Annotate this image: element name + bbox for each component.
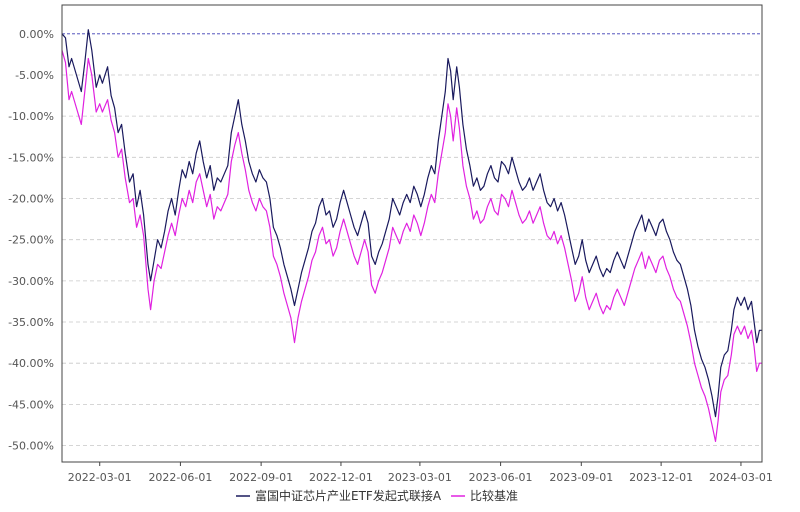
legend: 富国中证芯片产业ETF发起式联接A 比较基准	[236, 488, 518, 503]
y-tick-label: -10.00%	[8, 110, 54, 123]
x-axis-tick-labels: 2022-03-01 2022-06-01 2022-09-01 2022-12-01…	[68, 462, 773, 484]
y-tick-label: -50.00%	[8, 440, 54, 453]
grid-lines	[62, 74, 762, 446]
x-tick-label: 2023-09-01	[549, 471, 613, 484]
legend-label: 富国中证芯片产业ETF发起式联接A	[255, 488, 442, 503]
x-tick-label: 2023-06-01	[469, 471, 533, 484]
y-tick-label: -20.00%	[8, 193, 54, 206]
y-tick-label: -45.00%	[8, 398, 54, 411]
x-tick-label: 2024-03-01	[709, 471, 773, 484]
plot-area-border	[61, 4, 763, 463]
x-tick-label: 2023-03-01	[388, 471, 452, 484]
y-tick-label: -15.00%	[8, 151, 54, 164]
x-tick-label: 2022-12-01	[309, 471, 373, 484]
y-tick-label: -30.00%	[8, 275, 54, 288]
x-tick-label: 2023-12-01	[629, 471, 693, 484]
y-tick-label: -5.00%	[15, 69, 54, 82]
benchmark-series-line	[61, 50, 762, 442]
y-tick-label: 0.00%	[19, 28, 54, 41]
y-tick-label: -40.00%	[8, 357, 54, 370]
y-axis-tick-labels: 0.00% -5.00% -10.00% -15.00% -20.00% -25.00% -…	[8, 28, 54, 453]
y-tick-label: -25.00%	[8, 234, 54, 247]
legend-label: 比较基准	[470, 488, 518, 503]
fund-series-line	[61, 29, 762, 418]
x-tick-label: 2022-03-01	[68, 471, 132, 484]
y-tick-label: -35.00%	[8, 316, 54, 329]
series-lines	[61, 29, 762, 442]
x-tick-label: 2022-09-01	[229, 471, 293, 484]
x-tick-label: 2022-06-01	[148, 471, 212, 484]
